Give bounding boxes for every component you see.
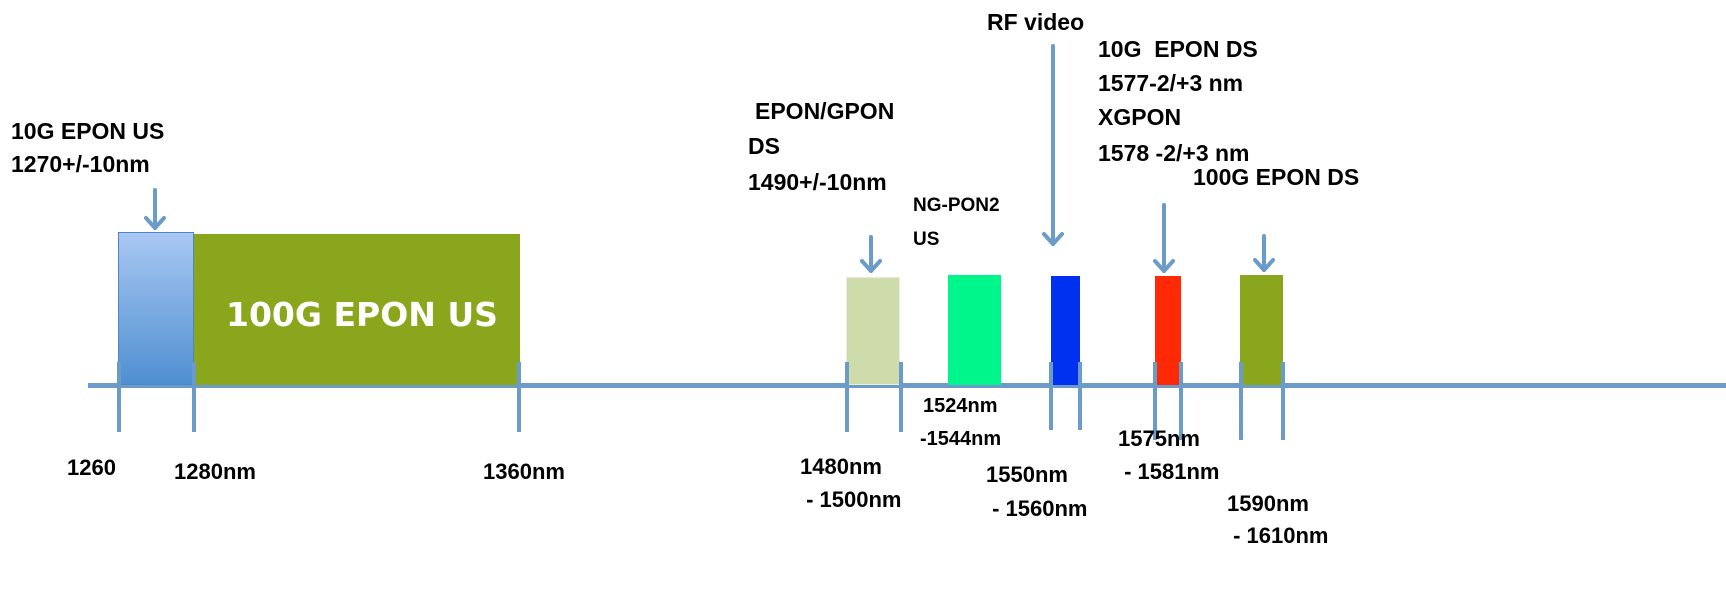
label-epon-gpon: EPON/GPON [755,98,895,124]
band-10g-epon-ds-xgpon [1155,276,1181,385]
label-ng-pon2-us: US [913,229,940,250]
tick-1280 [192,362,196,432]
tick-1550 [1049,362,1053,430]
axis-label-1280: 1280nm [174,459,256,484]
label-rf-video: RF video [987,9,1085,35]
axis-label-1524: 1524nm [923,395,998,417]
tick-1581 [1179,362,1183,440]
arrow-10g-epon-ds [1153,203,1175,273]
axis-label-1581: - 1581nm [1118,459,1220,484]
axis-label-1500: - 1500nm [800,487,902,512]
band-ng-pon2-us [948,275,1001,385]
tick-1500 [899,362,903,432]
label-10g-epon-us: 10G EPON US [11,118,165,144]
axis-label-1575: 1575nm [1118,426,1200,451]
label-epon-gpon-range: 1490+/-10nm [748,169,887,195]
axis-label-1610: - 1610nm [1227,523,1329,548]
wavelength-axis [88,383,1726,388]
arrow-epon-gpon-ds [860,235,882,273]
arrow-10g-epon-us [144,188,166,230]
band-100g-epon-us [194,234,520,385]
arrow-100g-epon-ds [1253,234,1275,272]
axis-label-1590: 1590nm [1227,491,1309,516]
axis-label-1480: 1480nm [800,454,882,479]
label-10g-epon-ds-range: 1577-2/+3 nm [1098,70,1244,96]
tick-1360 [517,362,521,432]
tick-1560 [1078,362,1082,430]
label-10g-epon-ds: 10G EPON DS [1098,36,1258,62]
tick-1480 [845,362,849,432]
axis-label-1560: - 1560nm [986,496,1088,521]
axis-label-1544: -1544nm [920,428,1002,450]
arrow-rf-video [1042,44,1064,246]
label-ng-pon2: NG-PON2 [913,195,1000,216]
label-xgpon-range: 1578 -2/+3 nm [1098,140,1250,166]
tick-1575 [1153,362,1157,440]
tick-1610 [1281,362,1285,440]
label-epon-gpon-ds: DS [748,133,780,159]
axis-label-1550: 1550nm [986,462,1068,487]
band-rf-video [1051,276,1080,385]
band-epon-gpon-ds [846,277,900,385]
band-100g-epon-us-label: 100G EPON US [226,295,498,334]
label-10g-epon-us-range: 1270+/-10nm [11,151,150,177]
axis-label-1260: 1260 [67,455,116,480]
band-10g-epon-us [118,232,194,385]
axis-label-1360: 1360nm [483,459,565,484]
label-xgpon: XGPON [1098,104,1182,130]
label-100g-epon-ds: 100G EPON DS [1193,164,1360,190]
tick-1590 [1239,362,1243,440]
band-100g-epon-ds [1240,275,1283,385]
tick-1260 [117,362,121,432]
